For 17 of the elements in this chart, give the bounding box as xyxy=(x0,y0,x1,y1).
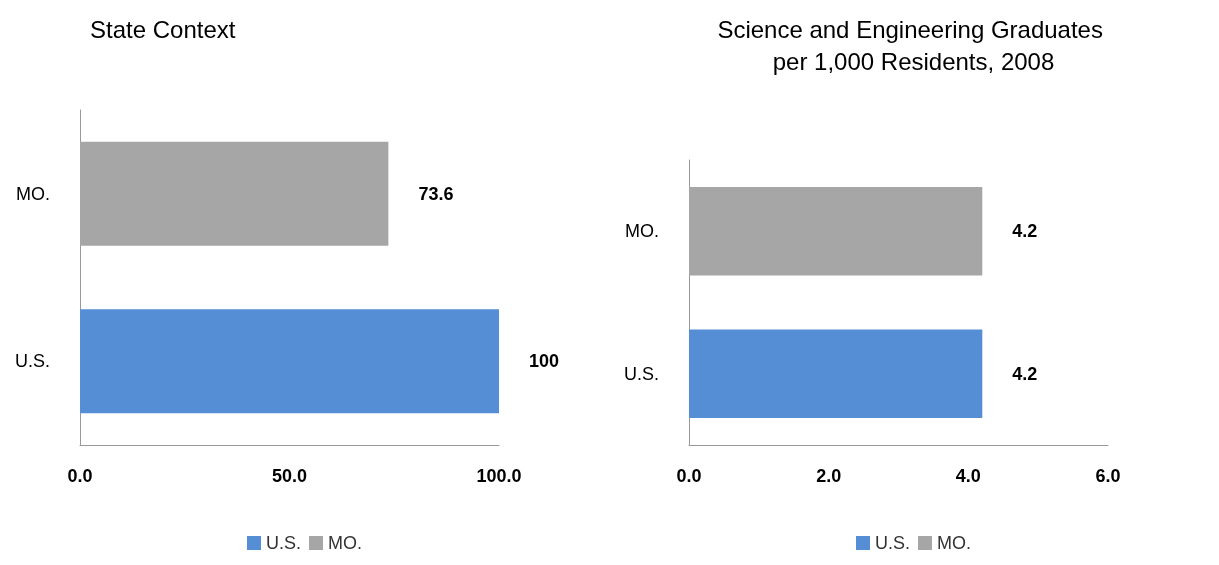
x-tick-label: 4.0 xyxy=(955,466,981,486)
x-tick-label: 0.0 xyxy=(676,466,702,486)
legend-label: U.S. xyxy=(266,533,302,553)
data-label: 4.2 xyxy=(1012,221,1038,242)
data-label: 73.6 xyxy=(418,183,454,204)
x-tick-label: 50.0 xyxy=(271,466,308,486)
x-tick-label: 2.0 xyxy=(816,466,842,486)
legend-label: MO. xyxy=(328,533,363,553)
legend-label: U.S. xyxy=(875,533,911,553)
x-tick-label: 0.0 xyxy=(67,466,93,486)
data-label: 100 xyxy=(529,351,560,372)
chart-title: State Context xyxy=(90,15,236,43)
x-tick-label: 100.0 xyxy=(476,466,522,486)
data-label: 4.2 xyxy=(1012,363,1038,384)
chart-title: Science and Engineering Graduates per 1,000 Residents, 2008 xyxy=(717,15,1110,75)
x-tick-label: 6.0 xyxy=(1095,466,1121,486)
legend-label: MO. xyxy=(937,533,972,553)
